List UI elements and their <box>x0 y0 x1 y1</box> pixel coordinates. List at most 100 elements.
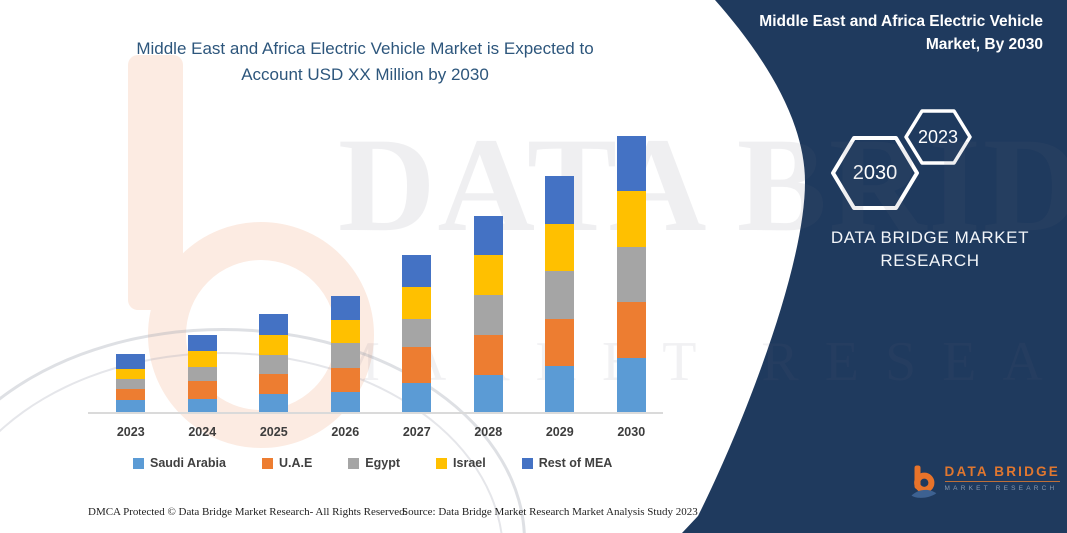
bar-segment-saudi-arabia-2023 <box>116 400 146 413</box>
bar-2027 <box>402 255 432 413</box>
legend-label: Israel <box>453 456 486 470</box>
bar-slot-2024 <box>167 113 239 413</box>
x-axis-label-2030: 2030 <box>617 425 646 439</box>
legend-label: U.A.E <box>278 456 313 470</box>
bar-2024 <box>187 335 217 413</box>
legend-item-saudi-arabia: Saudi Arabia <box>133 456 226 470</box>
x-axis-label-2028: 2028 <box>474 425 503 439</box>
bar-segment-saudi-arabia-2025 <box>259 394 289 413</box>
bar-segment-israel-2026 <box>330 320 360 343</box>
bar-segment-u-a-e-2028 <box>473 335 503 375</box>
bar-segment-saudi-arabia-2027 <box>402 383 432 413</box>
x-axis-label-2029: 2029 <box>545 425 574 439</box>
legend-item-israel: Israel <box>436 456 486 470</box>
legend-label: Rest of MEA <box>538 456 613 470</box>
x-axis-labels: 2023 2024 2025 2026 2027 2028 2029 2030 <box>95 425 667 439</box>
bar-segment-israel-2030 <box>616 191 646 247</box>
bar-segment-saudi-arabia-2028 <box>473 375 503 413</box>
legend-swatch-icon <box>436 457 448 469</box>
x-axis-label-2023: 2023 <box>116 425 145 439</box>
brand-text: DATA BRIDGE MARKET RESEARCH <box>810 226 1050 272</box>
footer-dmca-text: DMCA Protected © Data Bridge Market Rese… <box>88 506 408 518</box>
bar-slot-2027 <box>381 113 453 413</box>
chart-title-line2: Account USD XX Million by 2030 <box>241 65 489 84</box>
hexagon-outline-icon <box>831 136 919 210</box>
legend-swatch-icon <box>133 457 144 469</box>
bar-slot-2028 <box>453 113 525 413</box>
brand-line1: DATA BRIDGE MARKET <box>830 228 1030 247</box>
panel-title-line2: Market, By 2030 <box>925 36 1043 53</box>
bar-segment-u-a-e-2025 <box>259 374 289 394</box>
logo-text: DATA BRIDGE MARKET RESEARCH <box>944 458 1060 492</box>
bar-segment-israel-2023 <box>116 369 146 379</box>
hexagon-2030: 2030 <box>830 134 920 212</box>
bar-segment-saudi-arabia-2030 <box>616 358 646 413</box>
hexagon-2023: 2023 <box>903 107 973 167</box>
legend-item-u-a-e: U.A.E <box>261 456 313 470</box>
bar-segment-egypt-2027 <box>402 319 432 347</box>
bar-segment-u-a-e-2024 <box>187 381 217 399</box>
bar-segment-rest-of-mea-2023 <box>116 354 146 369</box>
x-axis-label-2024: 2024 <box>188 425 217 439</box>
bar-segment-egypt-2023 <box>116 379 146 389</box>
panel-title: Middle East and Africa Electric Vehicle … <box>759 10 1043 56</box>
logo-title: DATA BRIDGE <box>944 464 1060 482</box>
bar-slot-2026 <box>310 113 382 413</box>
bar-segment-rest-of-mea-2024 <box>187 335 217 351</box>
bar-segment-saudi-arabia-2026 <box>330 392 360 413</box>
bar-segment-u-a-e-2027 <box>402 347 432 383</box>
bar-segment-israel-2024 <box>187 351 217 367</box>
bar-segment-rest-of-mea-2027 <box>402 255 432 287</box>
footer-source-text: Source: Data Bridge Market Research Mark… <box>402 506 698 518</box>
side-panel-background <box>660 0 1067 533</box>
bar-2023 <box>116 354 146 413</box>
bar-segment-u-a-e-2026 <box>330 368 360 392</box>
bar-segment-egypt-2029 <box>545 271 575 319</box>
bar-slot-2029 <box>524 113 596 413</box>
bar-segment-u-a-e-2023 <box>116 389 146 400</box>
legend-swatch-icon <box>348 457 360 469</box>
bar-2029 <box>545 176 575 413</box>
brand-line2: RESEARCH <box>880 251 980 270</box>
hexagon-2030-label: 2030 <box>852 161 898 184</box>
bar-segment-egypt-2024 <box>187 367 217 381</box>
bar-segment-u-a-e-2029 <box>545 319 575 366</box>
bar-segment-saudi-arabia-2024 <box>187 399 217 413</box>
chart-title-line1: Middle East and Africa Electric Vehicle … <box>136 39 594 58</box>
x-axis-label-2027: 2027 <box>402 425 431 439</box>
panel-title-line1: Middle East and Africa Electric Vehicle <box>759 13 1043 30</box>
bar-segment-egypt-2030 <box>616 247 646 302</box>
bar-slot-2023 <box>95 113 167 413</box>
legend-swatch-icon <box>261 457 273 469</box>
bar-segment-rest-of-mea-2029 <box>545 176 575 224</box>
legend-item-rest-of-mea: Rest of MEA <box>521 456 613 470</box>
bar-2025 <box>259 314 289 413</box>
dbmr-logo: DATA BRIDGE MARKET RESEARCH <box>910 458 1060 506</box>
bar-segment-saudi-arabia-2029 <box>545 366 575 413</box>
bar-segment-israel-2028 <box>473 255 503 295</box>
chart-title: Middle East and Africa Electric Vehicle … <box>15 36 715 88</box>
bar-segment-israel-2027 <box>402 287 432 319</box>
bar-segment-rest-of-mea-2026 <box>330 296 360 320</box>
bar-2028 <box>473 216 503 413</box>
bar-slot-2030 <box>596 113 668 413</box>
chart-plot <box>95 113 667 413</box>
legend-label: Saudi Arabia <box>150 456 226 470</box>
bar-segment-rest-of-mea-2028 <box>473 216 503 255</box>
bar-segment-israel-2029 <box>545 224 575 271</box>
x-axis-label-2025: 2025 <box>259 425 288 439</box>
bar-segment-u-a-e-2030 <box>616 302 646 358</box>
legend: Saudi Arabia U.A.E Egypt Israel Rest of MEA <box>133 456 612 470</box>
b-logo-icon <box>911 465 937 498</box>
bar-slot-2025 <box>238 113 310 413</box>
hexagon-2023-label: 2023 <box>917 126 959 147</box>
watermark-text-row1: DATA BRIDGE <box>338 111 1067 260</box>
bar-2030 <box>616 136 646 413</box>
legend-item-egypt: Egypt <box>348 456 400 470</box>
watermark-text-row2: MARKET RESEARCH <box>330 331 1067 393</box>
bar-2026 <box>330 296 360 413</box>
bar-segment-egypt-2026 <box>330 343 360 368</box>
bar-segment-egypt-2025 <box>259 355 289 374</box>
logo-subtitle: MARKET RESEARCH <box>944 484 1058 492</box>
